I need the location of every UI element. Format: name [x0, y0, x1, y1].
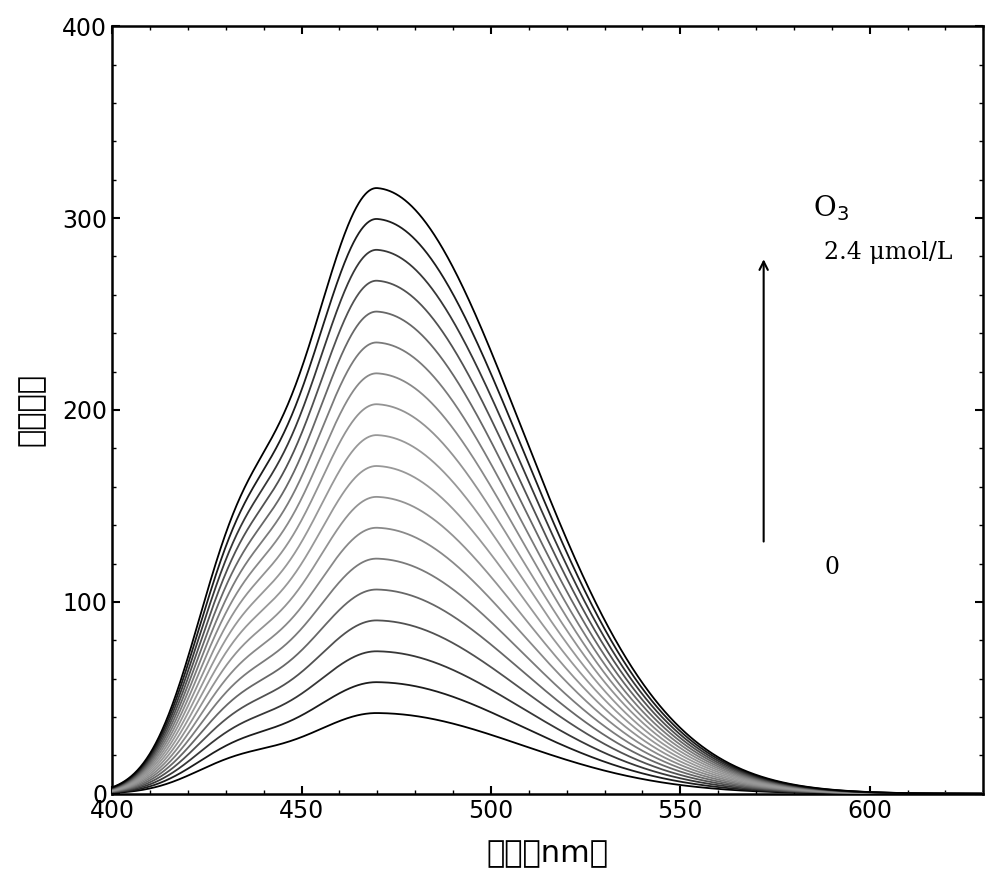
- Text: O$_3$: O$_3$: [813, 194, 849, 223]
- X-axis label: 波长（nm）: 波长（nm）: [487, 839, 609, 868]
- Y-axis label: 荧光强度: 荧光强度: [17, 373, 46, 447]
- Text: 0: 0: [824, 556, 839, 579]
- Text: 2.4 μmol/L: 2.4 μmol/L: [824, 241, 953, 264]
